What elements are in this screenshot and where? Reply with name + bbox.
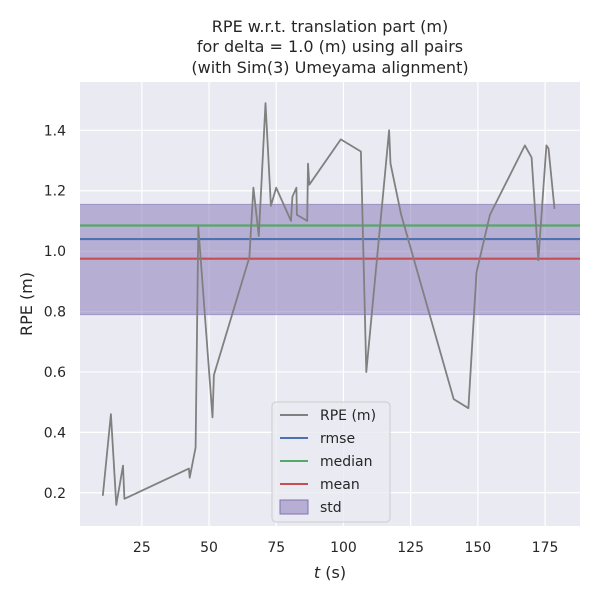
title-line-3: (with Sim(3) Umeyama alignment) bbox=[191, 58, 468, 77]
y-tick-label-0.8: 0.8 bbox=[44, 305, 66, 321]
x-tick-label-100: 100 bbox=[330, 540, 357, 556]
y-tick-label-0.2: 0.2 bbox=[44, 486, 66, 502]
x-axis-label-unit: (s) bbox=[320, 563, 346, 582]
legend-label-mean: mean bbox=[320, 477, 360, 493]
y-tick-label-1.2: 1.2 bbox=[44, 184, 66, 200]
x-tick-label-75: 75 bbox=[267, 540, 285, 556]
legend-label-std: std bbox=[320, 500, 342, 516]
x-axis-label-var: t bbox=[314, 563, 321, 582]
legend-label-rmse: rmse bbox=[320, 431, 355, 447]
legend-label-median: median bbox=[320, 454, 372, 470]
x-tick-label-50: 50 bbox=[200, 540, 218, 556]
x-tick-label-125: 125 bbox=[397, 540, 424, 556]
y-tick-labels: 0.2 0.4 0.6 0.8 1.0 1.2 1.4 bbox=[44, 123, 66, 501]
legend: RPE (m) rmse median mean std bbox=[271, 401, 391, 523]
y-tick-label-0.6: 0.6 bbox=[44, 365, 66, 381]
x-tick-label-25: 25 bbox=[133, 540, 151, 556]
series-layer bbox=[101, 102, 556, 506]
y-tick-label-1.0: 1.0 bbox=[44, 244, 66, 260]
legend-swatch-std bbox=[279, 499, 309, 515]
y-tick-label-1.4: 1.4 bbox=[44, 123, 66, 139]
y-tick-label-0.4: 0.4 bbox=[44, 425, 66, 441]
stat-lines-layer bbox=[80, 224, 580, 260]
x-tick-label-175: 175 bbox=[532, 540, 559, 556]
chart-title: RPE w.r.t. translation part (m) for delt… bbox=[191, 17, 468, 77]
title-line-1: RPE w.r.t. translation part (m) bbox=[212, 17, 448, 36]
legend-box bbox=[271, 401, 391, 523]
x-tick-label-150: 150 bbox=[464, 540, 491, 556]
series-line-0 bbox=[101, 102, 556, 506]
legend-label-rpe: RPE (m) bbox=[320, 408, 376, 424]
x-tick-labels: 25 50 75 100 125 150 175 bbox=[133, 540, 559, 556]
y-axis-label: RPE (m) bbox=[17, 272, 36, 336]
x-axis-label: t (s) bbox=[314, 563, 346, 582]
title-line-2: for delta = 1.0 (m) using all pairs bbox=[197, 37, 463, 56]
